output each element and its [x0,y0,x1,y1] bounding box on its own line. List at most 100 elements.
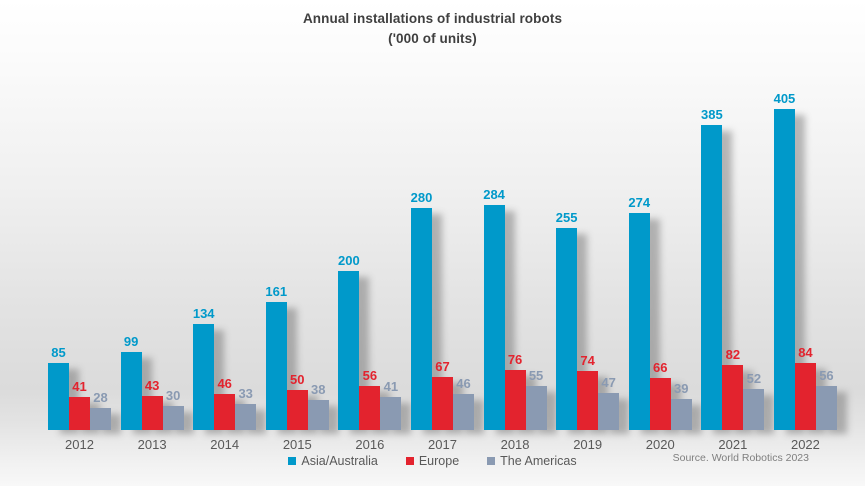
bar-europe [794,363,816,430]
value-label-asia-australia: 255 [555,210,578,225]
bar-col-europe: 84 [794,105,816,430]
bar-group-2020: 274 66 39 2020 [628,105,692,452]
legend: Asia/Australia Europe The Americas [0,454,865,468]
bar-europe [214,394,236,430]
value-label-europe: 41 [72,379,87,394]
source-note: Source. World Robotics 2023 [672,452,809,464]
legend-swatch-icon [487,457,496,465]
bar-group-2017: 280 67 46 2017 [411,105,474,452]
bar-col-the-americas: 47 [598,105,620,430]
bar-col-the-americas: 41 [380,105,402,430]
bar-europe [286,390,308,430]
value-label-asia-australia: 134 [192,306,215,321]
value-label-asia-australia: 385 [700,107,723,122]
value-label-asia-australia: 284 [483,187,505,202]
bar-col-the-americas: 39 [670,105,692,430]
legend-label: The Americas [500,454,577,468]
bar-col-asia-australia: 134 [192,105,215,430]
bar-asia-australia [193,324,215,430]
value-label-the-americas: 52 [746,371,762,386]
value-label-the-americas: 30 [165,388,181,403]
bar-the-americas [90,408,111,430]
chart-title-line1: Annual installations of industrial robot… [302,11,563,26]
x-axis-label: 2019 [573,437,603,452]
x-axis-label: 2021 [718,437,748,452]
value-label-asia-australia: 85 [51,345,66,360]
bar-the-americas [670,399,692,430]
bar-the-americas [307,400,329,430]
bar-the-americas [380,397,402,430]
bar-europe [649,378,671,430]
chart-title: Annual installations of industrial robot… [0,9,865,48]
x-axis-label: 2017 [428,437,457,452]
bar-col-asia-australia: 405 [773,92,795,430]
bar-asia-australia [483,205,505,430]
legend-item-europe: Europe [405,454,460,468]
bar-col-europe: 56 [359,105,381,430]
bar-col-asia-australia: 85 [48,105,69,430]
bar-col-europe: 66 [649,105,671,430]
bar-group-2013: 99 43 30 2013 [120,105,184,452]
bar-asia-australia [120,352,142,430]
value-label-asia-australia: 99 [123,334,139,349]
bar-asia-australia [556,228,578,430]
bar-asia-australia [773,109,795,430]
value-label-asia-australia: 280 [410,190,433,205]
x-axis-label: 2014 [210,437,240,452]
bar-the-americas [235,404,257,430]
value-label-europe: 67 [435,359,450,374]
bar-col-europe: 82 [722,105,744,430]
plot-area: 85 41 28 2012 99 43 30 2013 134 46 33 2014 161 50 38 20… [48,92,837,452]
bar-col-europe: 74 [577,105,599,430]
legend-swatch-icon [288,457,297,465]
x-axis-label: 2015 [282,437,312,452]
bar-group-2012: 85 41 28 2012 [48,105,111,452]
bar-asia-australia [265,302,287,430]
value-label-the-americas: 47 [601,375,616,390]
bar-asia-australia [628,213,650,430]
value-label-asia-australia: 200 [338,253,360,268]
bar-asia-australia [701,125,723,430]
bar-asia-australia [48,363,69,430]
bar-col-europe: 67 [431,105,453,430]
bar-col-the-americas: 33 [235,105,257,430]
bar-col-asia-australia: 284 [483,105,505,430]
value-label-the-americas: 39 [674,381,689,396]
bar-group-2019: 255 74 47 2019 [555,105,620,452]
bar-the-americas [452,394,474,430]
value-label-europe: 50 [290,372,305,387]
bar-col-europe: 43 [141,105,163,430]
bar-col-europe: 46 [214,105,236,430]
bar-group-2018: 284 76 55 2018 [483,105,547,452]
bar-europe [722,365,744,430]
legend-item-asia-australia: Asia/Australia [288,454,378,468]
bar-the-americas [743,389,765,430]
value-label-europe: 74 [580,353,595,368]
bar-the-americas [525,386,547,430]
bar-group-2022: 405 84 56 2022 [773,92,837,452]
value-label-the-americas: 46 [456,376,471,391]
bar-col-asia-australia: 385 [700,105,723,430]
x-axis-label: 2016 [355,437,385,452]
value-label-the-americas: 55 [528,368,544,383]
x-axis-label: 2013 [137,437,167,452]
legend-swatch-icon [405,457,414,465]
bar-europe [141,396,163,430]
value-label-europe: 43 [144,378,160,393]
bar-group-2021: 385 82 52 2021 [700,105,765,452]
bar-col-the-americas: 46 [452,105,474,430]
bar-asia-australia [410,208,432,430]
bar-col-europe: 50 [286,105,308,430]
bar-col-asia-australia: 280 [411,105,432,430]
value-label-europe: 46 [217,376,232,391]
bar-col-asia-australia: 274 [628,105,650,430]
value-label-europe: 76 [507,352,523,367]
bar-col-the-americas: 30 [162,105,184,430]
x-axis-label: 2018 [500,437,530,452]
bar-europe [504,370,526,430]
value-label-europe: 56 [362,368,378,383]
bar-the-americas [815,386,837,430]
legend-label: Europe [418,454,460,468]
value-label-the-americas: 38 [311,382,326,397]
